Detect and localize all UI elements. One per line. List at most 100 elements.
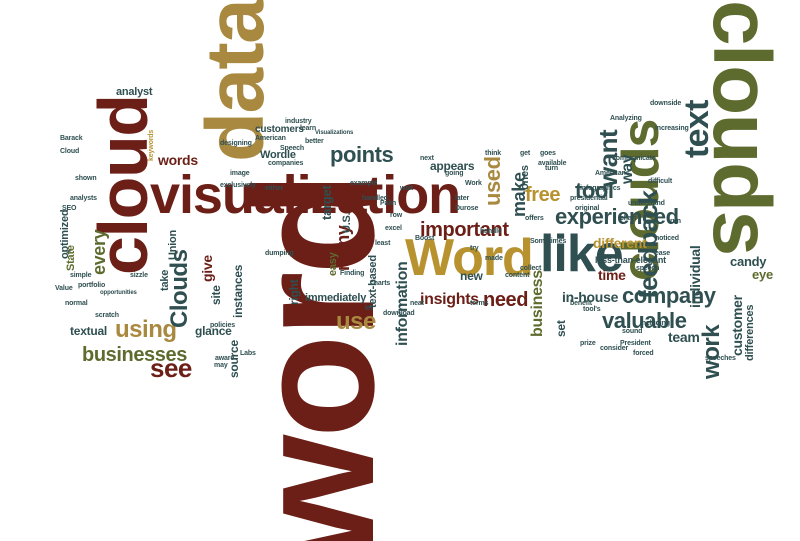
- word-set: set: [554, 320, 568, 337]
- word-run: run: [670, 218, 681, 225]
- word-excel: excel: [385, 225, 402, 232]
- word-better: better: [305, 138, 324, 145]
- word-business: business: [529, 270, 546, 337]
- word-Visualizations: Visualizations: [315, 130, 354, 136]
- word-visualization: visualization: [150, 165, 461, 225]
- word-Durose: Durose: [455, 205, 479, 212]
- word-turn: turn: [545, 165, 559, 172]
- word-simple: simple: [70, 272, 92, 279]
- word-time: time: [598, 267, 626, 283]
- word-speech: speech: [636, 265, 660, 272]
- word-Cloud: Cloud: [60, 148, 80, 155]
- word-wait: wait: [400, 185, 414, 192]
- word-glance: glance: [195, 324, 232, 338]
- word-individual: individual: [687, 245, 703, 308]
- word-designing: designing: [220, 140, 252, 147]
- word-keywords: keywords: [148, 129, 155, 161]
- word-example: example: [350, 180, 378, 187]
- word-different: different: [593, 235, 647, 251]
- word-sound: sound: [622, 328, 643, 335]
- word-tool-s: tool's: [583, 306, 601, 313]
- word-difficult: difficult: [648, 178, 673, 185]
- word-appears: appears: [430, 159, 475, 173]
- word-ones: ones: [519, 165, 531, 190]
- word-easy: easy: [327, 252, 339, 276]
- word-Wordle: Wordle: [260, 149, 296, 161]
- word-exclusively: exclusively: [220, 182, 256, 189]
- word-American: American: [255, 135, 286, 142]
- word-insights: insights: [420, 291, 479, 308]
- word-dumping: dumping: [265, 250, 294, 257]
- word-free: free: [525, 184, 561, 206]
- word-infographics: infographics: [580, 185, 621, 192]
- word-work: work: [698, 324, 725, 379]
- word-site: site: [209, 285, 223, 305]
- word-words: words: [158, 152, 198, 168]
- word-let: let: [365, 305, 373, 312]
- word-neat: neat: [410, 300, 424, 307]
- word-presidential: presidential: [570, 195, 608, 202]
- word-shown: shown: [75, 175, 97, 182]
- word-aware: aware: [215, 355, 235, 362]
- word-increasing: increasing: [655, 125, 689, 132]
- word-points: points: [330, 142, 394, 167]
- word-handle: handle: [480, 228, 502, 235]
- word-chart: chart: [620, 215, 637, 222]
- word-image: image: [230, 170, 250, 177]
- word-content: content: [505, 272, 530, 279]
- word-team: team: [668, 329, 700, 345]
- word-Clouds-cap: Clouds: [166, 249, 193, 328]
- word-handled: handled: [362, 195, 388, 202]
- word-information: information: [394, 261, 411, 346]
- word-sizzle: sizzle: [130, 272, 148, 279]
- word-President: President: [620, 340, 651, 347]
- word-goes: goes: [540, 150, 556, 157]
- word-businesses: businesses: [82, 344, 187, 366]
- word-Barack: Barack: [60, 135, 83, 142]
- word-Word-cap: Word: [405, 229, 534, 287]
- word-companies: companies: [268, 160, 304, 167]
- word-Labs: Labs: [240, 350, 256, 357]
- word-including: including: [640, 320, 670, 327]
- word-forced: forced: [633, 350, 654, 357]
- word-like: like: [540, 225, 624, 283]
- word-Boost: Boost: [415, 235, 435, 242]
- word-Americans: Americans: [595, 170, 630, 177]
- word-downside: downside: [650, 100, 682, 107]
- word-industry: industry: [285, 118, 312, 125]
- word-use: use: [336, 308, 376, 335]
- word-customers: customers: [255, 124, 304, 135]
- word-candy: candy: [730, 254, 767, 269]
- word-original: original: [575, 205, 600, 212]
- word-US: U.S.: [341, 212, 353, 233]
- word-company: company: [622, 283, 716, 308]
- word-opportunities: opportunities: [100, 290, 137, 296]
- word-analysts: analysts: [70, 195, 97, 202]
- word-Finding: Finding: [340, 270, 365, 277]
- word-Value: Value: [55, 285, 73, 292]
- word-used: used: [480, 156, 505, 206]
- word-scratch: scratch: [95, 312, 119, 319]
- word-noticed: noticed: [655, 235, 679, 242]
- word-right: right: [287, 279, 301, 305]
- word-every: every: [89, 229, 109, 275]
- word-terms: terms: [470, 300, 489, 307]
- word-collect: collect: [520, 265, 542, 272]
- word-Work: Work: [465, 180, 482, 187]
- word-textual: textual: [70, 324, 107, 338]
- word-row: row: [390, 212, 403, 219]
- word-customer-v: customer: [729, 295, 745, 356]
- word-important: important: [420, 219, 509, 241]
- word-going: going: [445, 170, 464, 177]
- word-may: may: [214, 362, 228, 369]
- word-try: try: [470, 245, 479, 252]
- word-later: later: [455, 195, 470, 202]
- word-analyst: analyst: [116, 86, 153, 98]
- word-prize: prize: [580, 340, 596, 347]
- word-portfolio: portfolio: [78, 282, 106, 289]
- word-least: least: [375, 240, 391, 247]
- word-using: using: [115, 316, 177, 343]
- word-either: either: [265, 185, 284, 192]
- word-immediately: immediately: [305, 292, 367, 304]
- word-speeches: speeches: [705, 355, 736, 362]
